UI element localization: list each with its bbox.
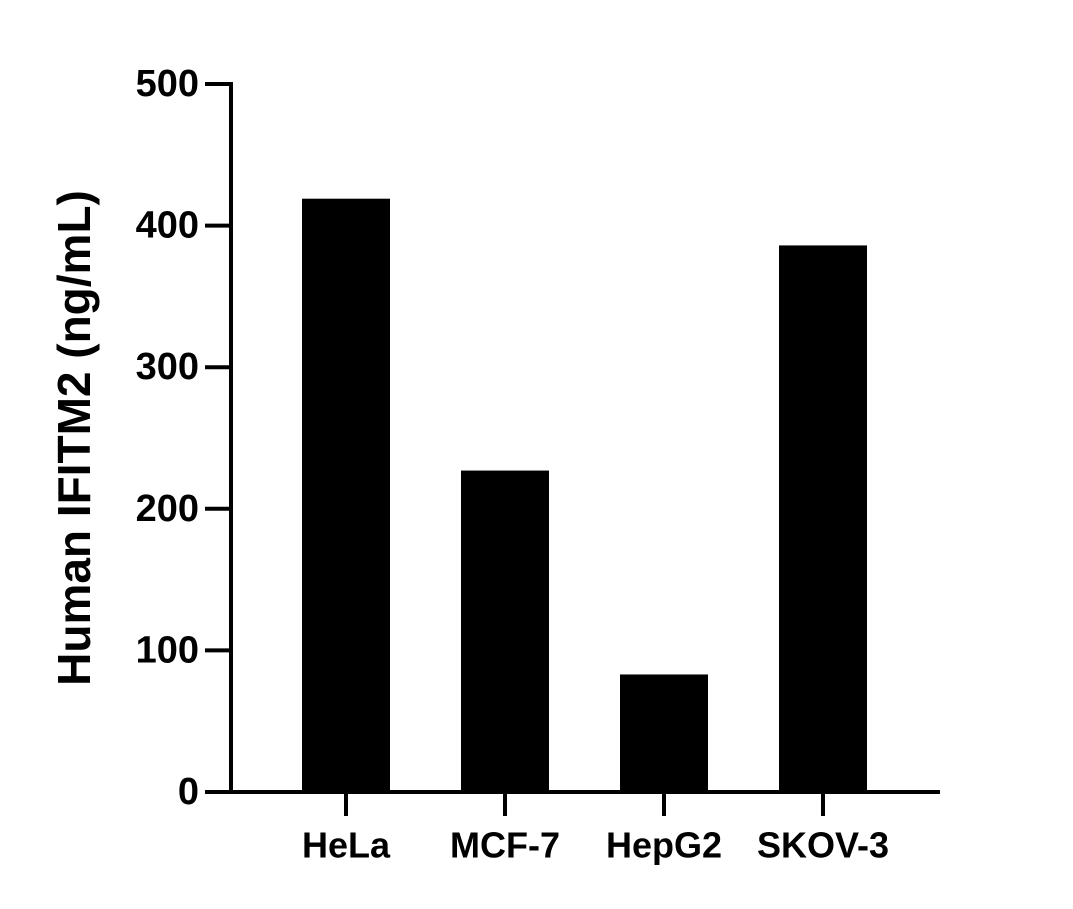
y-tick-label: 400	[136, 205, 199, 247]
bar	[461, 470, 549, 792]
bar	[302, 198, 390, 793]
x-tick-label: MCF-7	[450, 825, 560, 866]
y-tick-label: 0	[178, 771, 199, 813]
y-tick-label: 200	[136, 488, 199, 530]
y-tick-label: 300	[136, 346, 199, 388]
x-tick-label: HepG2	[606, 825, 722, 866]
y-tick-label: 500	[136, 63, 199, 105]
bar	[779, 245, 867, 792]
bar	[620, 674, 708, 792]
y-axis-label: Human IFITM2 (ng/mL)	[48, 190, 100, 686]
y-tick-label: 100	[136, 629, 199, 671]
x-tick-label: SKOV-3	[757, 825, 889, 866]
x-tick-label: HeLa	[302, 825, 391, 866]
